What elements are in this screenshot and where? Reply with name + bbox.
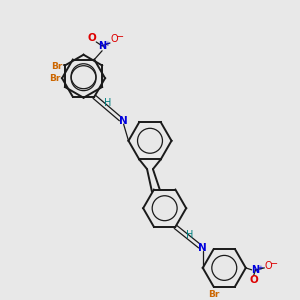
Text: N: N <box>98 41 106 51</box>
Text: O: O <box>110 34 118 44</box>
Text: N: N <box>119 116 128 126</box>
Text: Br: Br <box>208 290 219 299</box>
Text: O: O <box>249 274 258 285</box>
Text: +: + <box>104 41 110 47</box>
Text: N: N <box>251 265 260 275</box>
Text: O: O <box>88 33 97 43</box>
Text: −: − <box>116 32 124 42</box>
Text: Br: Br <box>52 62 63 71</box>
Text: O: O <box>264 261 272 271</box>
Text: H: H <box>186 230 194 240</box>
Text: H: H <box>104 98 112 108</box>
Text: −: − <box>270 259 278 269</box>
Text: +: + <box>257 265 263 271</box>
Text: Br: Br <box>49 74 60 83</box>
Text: N: N <box>198 243 207 253</box>
